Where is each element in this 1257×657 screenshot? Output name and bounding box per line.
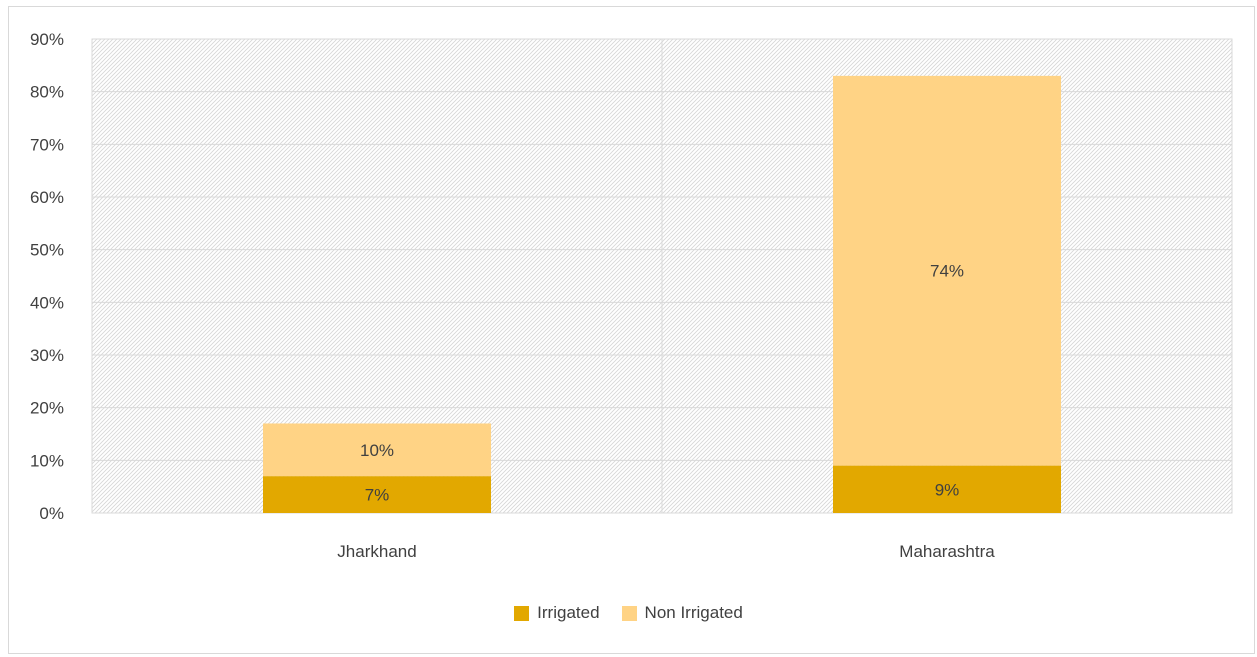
y-tick-label: 40% bbox=[30, 293, 64, 312]
bar-segment-non-irrigated[interactable] bbox=[833, 75, 1061, 466]
stacked-bar-chart: 0% 10% 20% 30% 40% 50% 60% 70% 80% 90% 7% 10% 9% 74%… bbox=[30, 30, 1233, 561]
legend-label-non-irrigated: Non Irrigated bbox=[644, 603, 743, 622]
y-tick-label: 80% bbox=[30, 83, 64, 102]
bar-segment-irrigated[interactable] bbox=[833, 465, 1061, 513]
data-label: 10% bbox=[360, 441, 394, 460]
y-tick-label: 0% bbox=[39, 504, 64, 523]
y-tick-label: 90% bbox=[30, 30, 64, 49]
legend-swatch-non-irrigated bbox=[621, 605, 637, 621]
y-axis: 0% 10% 20% 30% 40% 50% 60% 70% 80% 90% bbox=[30, 30, 64, 523]
y-tick-label: 30% bbox=[30, 346, 64, 365]
legend: Irrigated Non Irrigated bbox=[0, 603, 1257, 623]
x-axis: Jharkhand Maharashtra bbox=[337, 542, 995, 561]
data-label: 74% bbox=[930, 262, 964, 281]
data-label: 7% bbox=[365, 486, 390, 505]
data-label: 9% bbox=[935, 480, 960, 499]
bar-segment-irrigated[interactable] bbox=[263, 476, 491, 513]
legend-item-non-irrigated[interactable]: Non Irrigated bbox=[621, 603, 743, 623]
y-tick-label: 70% bbox=[30, 135, 64, 154]
legend-label-irrigated: Irrigated bbox=[537, 603, 600, 622]
y-tick-label: 60% bbox=[30, 188, 64, 207]
y-tick-label: 50% bbox=[30, 241, 64, 260]
y-tick-label: 10% bbox=[30, 451, 64, 470]
x-tick-label: Maharashtra bbox=[899, 542, 995, 561]
legend-item-irrigated[interactable]: Irrigated bbox=[514, 603, 600, 623]
y-tick-label: 20% bbox=[30, 399, 64, 418]
bars: 7% 10% 9% 74% bbox=[263, 75, 1061, 513]
x-tick-label: Jharkhand bbox=[337, 542, 416, 561]
legend-swatch-irrigated bbox=[514, 605, 530, 621]
bar-segment-non-irrigated[interactable] bbox=[263, 423, 491, 477]
